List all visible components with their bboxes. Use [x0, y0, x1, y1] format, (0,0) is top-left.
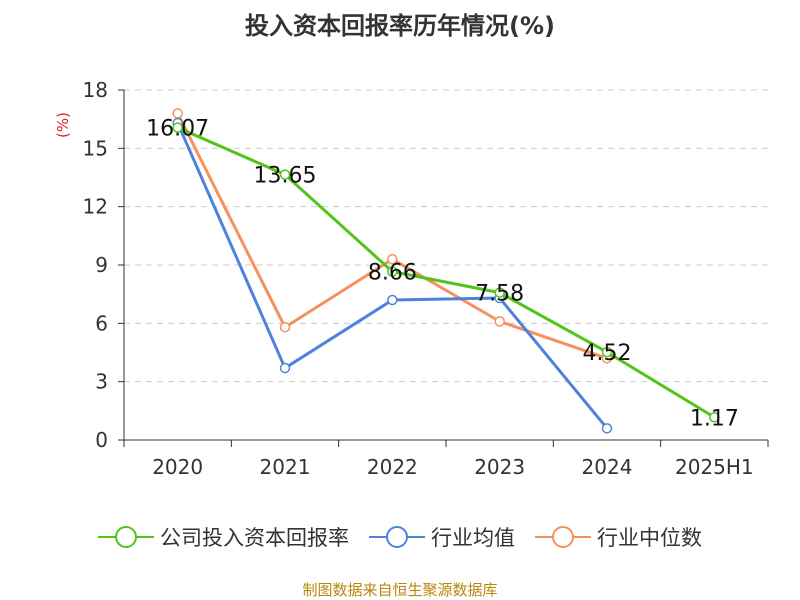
data-point: [279, 321, 291, 333]
x-tick-label: 2025H1: [675, 455, 754, 479]
data-label: 7.58: [475, 282, 524, 307]
data-point: [709, 412, 720, 423]
legend: 公司投入资本回报率 行业均值 行业中位数: [0, 520, 800, 554]
legend-label-industry-mean: 行业均值: [431, 526, 515, 550]
y-tick-label: 12: [83, 195, 108, 219]
data-point: [387, 253, 398, 265]
legend-swatch-industry-mean: [369, 526, 425, 548]
data-point: [387, 294, 398, 306]
y-tick-label: 15: [83, 136, 108, 160]
data-label: 13.65: [254, 164, 317, 189]
y-tick-label: 9: [95, 253, 108, 277]
x-tick-label: 2022: [367, 455, 418, 479]
series-line: [177, 126, 716, 419]
data-label: 16.07: [146, 117, 209, 142]
legend-swatch-company: [98, 526, 154, 548]
legend-item-company[interactable]: 公司投入资本回报率: [98, 522, 349, 552]
data-labels: 16.07 13.65 8.66 7.58 4.52 1.17: [146, 117, 739, 432]
axes: 0 3 6 9 12 15 18 2020 2021 2022 2023 2024 2025H1 (%): [54, 78, 769, 479]
data-label: 4.52: [583, 341, 632, 366]
series-line: [176, 112, 608, 360]
y-tick-label: 6: [95, 311, 108, 335]
data-label: 8.66: [368, 261, 417, 286]
legend-label-company: 公司投入资本回报率: [160, 526, 349, 550]
data-label: 1.17: [690, 406, 739, 431]
legend-item-industry-mean[interactable]: 行业均值: [369, 522, 515, 552]
x-tick-label: 2021: [260, 455, 311, 479]
source-note: 制图数据来自恒生聚源数据库: [302, 581, 498, 599]
y-axis-label: (%): [54, 112, 72, 138]
x-tick-label: 2023: [474, 455, 525, 479]
legend-swatch-industry-median: [535, 526, 591, 548]
chart-title: 投入资本回报率历年情况(%): [245, 12, 555, 40]
legend-label-industry-median: 行业中位数: [597, 526, 702, 550]
data-point: [494, 287, 505, 298]
data-point: [494, 316, 505, 327]
data-point: [172, 122, 183, 133]
y-tick-label: 18: [83, 78, 108, 102]
y-tick-label: 3: [95, 370, 108, 394]
x-tick-label: 2024: [582, 455, 633, 479]
grid: [124, 89, 768, 383]
y-tick-label: 0: [95, 428, 108, 452]
data-point: [387, 266, 398, 277]
legend-item-industry-median[interactable]: 行业中位数: [535, 522, 702, 552]
data-point: [279, 362, 291, 374]
series-layer: [172, 108, 720, 434]
data-point: [601, 423, 613, 434]
data-point: [279, 169, 291, 180]
x-tick-label: 2020: [152, 455, 203, 479]
data-point: [601, 346, 613, 358]
